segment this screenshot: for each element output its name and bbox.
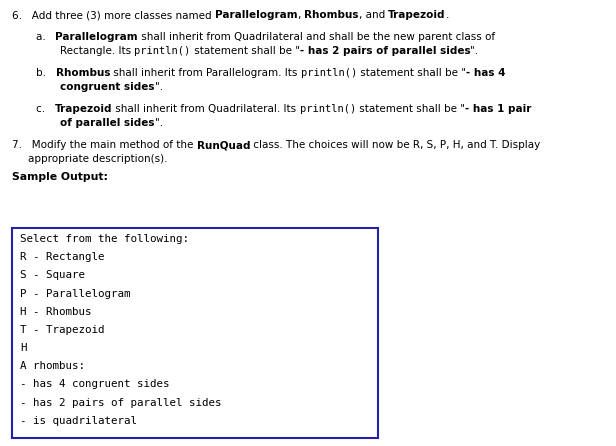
Text: println(): println() bbox=[134, 46, 190, 56]
Text: Parallelogram: Parallelogram bbox=[55, 32, 138, 42]
Text: .: . bbox=[445, 10, 449, 20]
Text: - has 2 pairs of parallel sides: - has 2 pairs of parallel sides bbox=[299, 46, 470, 56]
Text: statement shall be ": statement shall be " bbox=[356, 104, 465, 114]
Text: ".: ". bbox=[155, 82, 163, 92]
Text: Parallelogram: Parallelogram bbox=[215, 10, 298, 20]
Text: - has 2 pairs of parallel sides: - has 2 pairs of parallel sides bbox=[20, 398, 222, 408]
Text: Rhombus: Rhombus bbox=[56, 68, 110, 78]
Text: Trapezoid: Trapezoid bbox=[55, 104, 112, 114]
Text: Trapezoid: Trapezoid bbox=[388, 10, 445, 20]
Text: Rhombus: Rhombus bbox=[304, 10, 359, 20]
Bar bbox=[12, 228, 378, 438]
Text: Rectangle. Its: Rectangle. Its bbox=[60, 46, 134, 56]
Text: shall inherit from Parallelogram. Its: shall inherit from Parallelogram. Its bbox=[110, 68, 301, 78]
Text: println(): println() bbox=[300, 104, 356, 114]
Text: - has 4: - has 4 bbox=[466, 68, 506, 78]
Text: of parallel sides: of parallel sides bbox=[60, 118, 155, 128]
Text: P - Parallelogram: P - Parallelogram bbox=[20, 289, 131, 298]
Text: shall inherit from Quadrilateral and shall be the new parent class of: shall inherit from Quadrilateral and sha… bbox=[138, 32, 495, 42]
Text: - has 4 congruent sides: - has 4 congruent sides bbox=[20, 380, 169, 389]
Text: statement shall be ": statement shall be " bbox=[357, 68, 466, 78]
Text: 6.   Add three (3) more classes named: 6. Add three (3) more classes named bbox=[12, 10, 215, 20]
Text: a.: a. bbox=[36, 32, 55, 42]
Text: class. The choices will now be R, S, P, H, and T. Display: class. The choices will now be R, S, P, … bbox=[250, 140, 540, 150]
Text: ".: ". bbox=[155, 118, 163, 128]
Text: H: H bbox=[20, 343, 26, 353]
Text: S - Square: S - Square bbox=[20, 270, 85, 281]
Text: RunQuad: RunQuad bbox=[197, 140, 250, 150]
Text: ".: ". bbox=[470, 46, 479, 56]
Text: shall inherit from Quadrilateral. Its: shall inherit from Quadrilateral. Its bbox=[112, 104, 300, 114]
Text: , and: , and bbox=[359, 10, 388, 20]
Text: H - Rhombus: H - Rhombus bbox=[20, 307, 92, 317]
Text: ,: , bbox=[298, 10, 304, 20]
Text: b.: b. bbox=[36, 68, 56, 78]
Text: congruent sides: congruent sides bbox=[60, 82, 155, 92]
Text: appropriate description(s).: appropriate description(s). bbox=[28, 154, 168, 164]
Text: T - Trapezoid: T - Trapezoid bbox=[20, 325, 105, 335]
Text: 7.   Modify the main method of the: 7. Modify the main method of the bbox=[12, 140, 197, 150]
Text: Sample Output:: Sample Output: bbox=[12, 172, 108, 182]
Text: statement shall be ": statement shall be " bbox=[190, 46, 299, 56]
Text: Select from the following:: Select from the following: bbox=[20, 234, 189, 244]
Text: - is quadrilateral: - is quadrilateral bbox=[20, 416, 137, 426]
Text: println(): println() bbox=[301, 68, 357, 78]
Text: - has 1 pair: - has 1 pair bbox=[465, 104, 532, 114]
Text: A rhombus:: A rhombus: bbox=[20, 361, 85, 371]
Text: c.: c. bbox=[36, 104, 55, 114]
Text: R - Rectangle: R - Rectangle bbox=[20, 252, 105, 262]
